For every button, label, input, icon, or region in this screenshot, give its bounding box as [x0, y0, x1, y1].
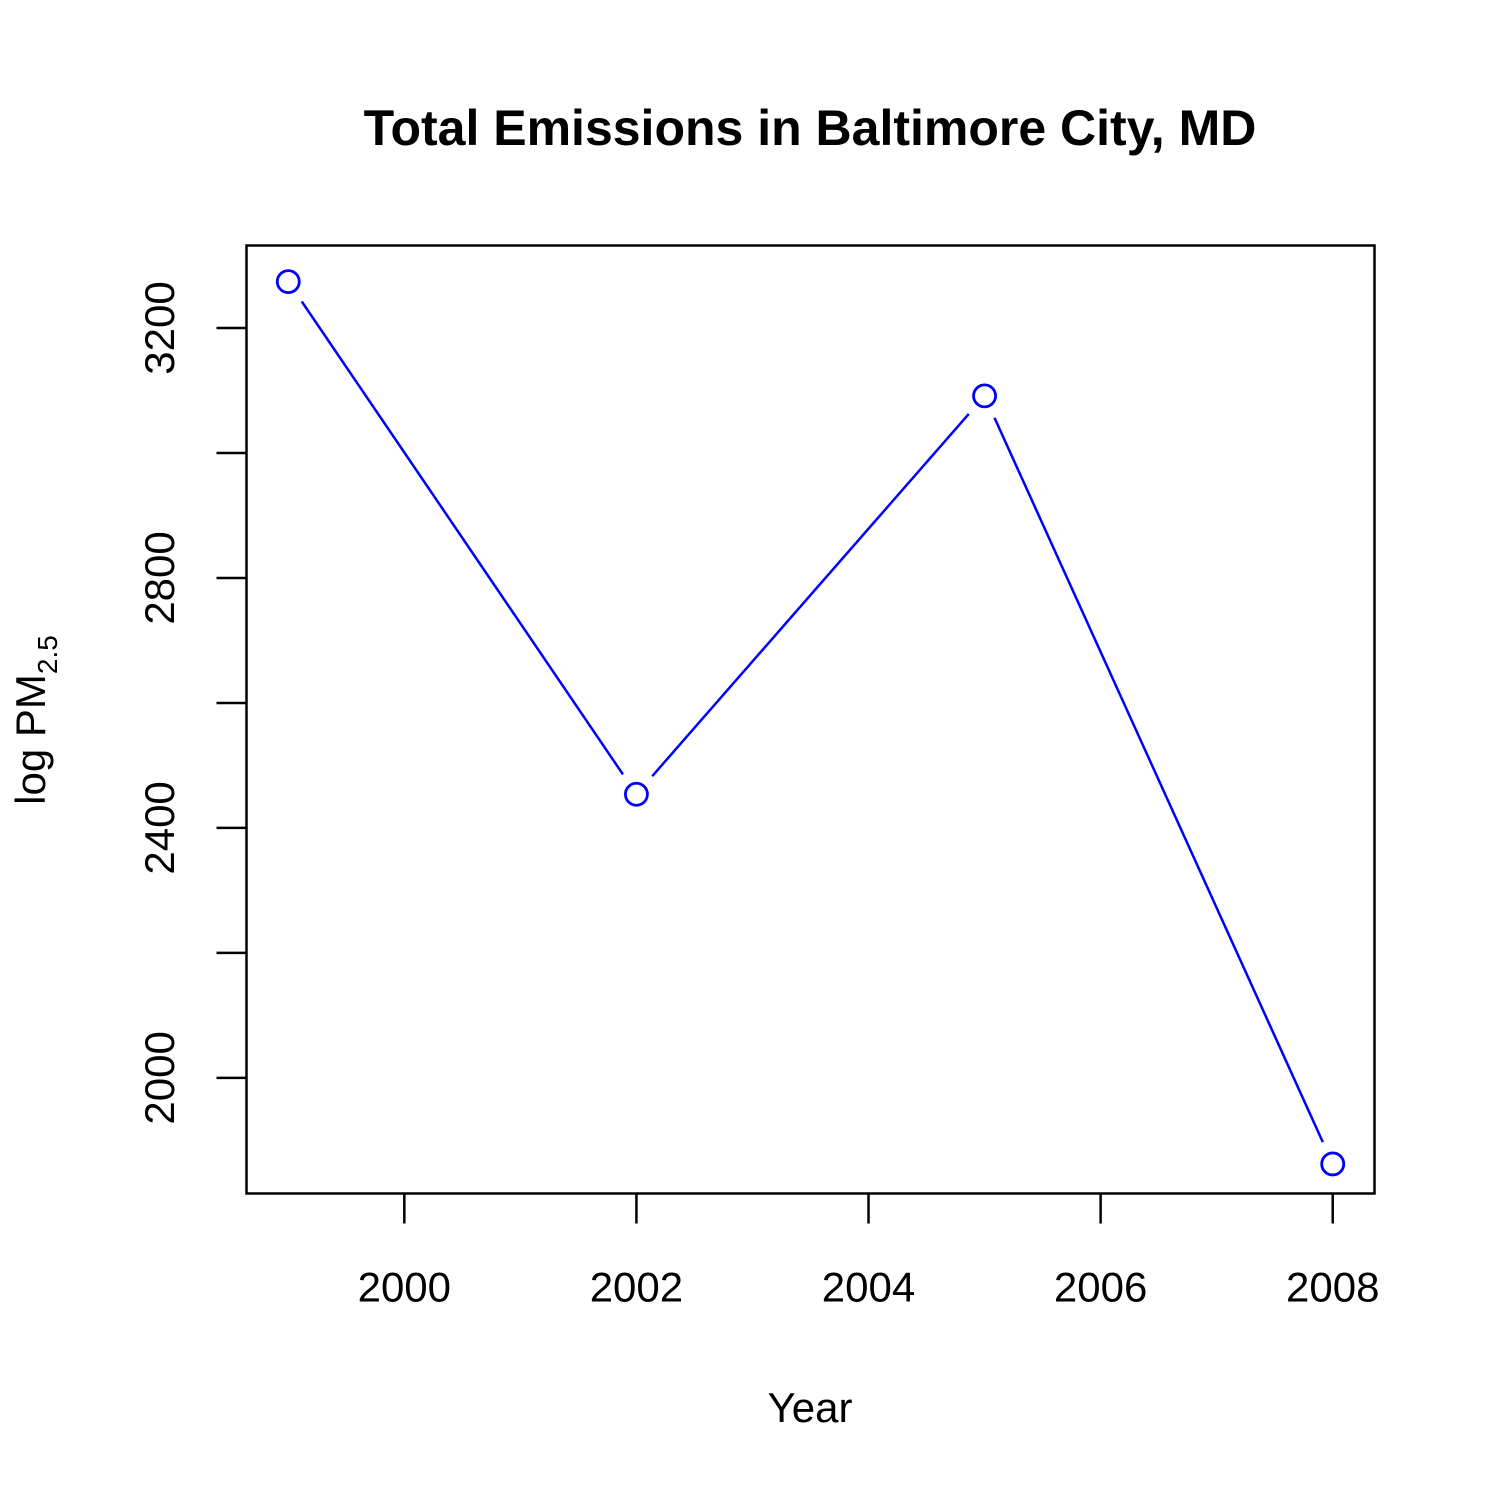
y-axis: 2000 2400 2800 3200: [136, 281, 247, 1125]
x-axis: 2000 2002 2004 2006 2008: [358, 1193, 1379, 1311]
y-axis-label: log PM2.5: [7, 635, 63, 805]
data-point-2002: [624, 781, 649, 807]
series-segment-1: [300, 300, 624, 776]
x-tick-label-2002: 2002: [590, 1264, 683, 1311]
y-tick-label-2400: 2400: [136, 781, 183, 874]
data-point-1999: [275, 269, 301, 295]
plot-frame: [245, 244, 1376, 1195]
y-tick-label-2800: 2800: [136, 531, 183, 624]
chart-title: Total Emissions in Baltimore City, MD: [364, 100, 1257, 156]
data-point-2008: [1320, 1151, 1346, 1177]
series-layer: [275, 269, 1346, 1177]
x-tick-label-2004: 2004: [822, 1264, 915, 1311]
series-segment-3: [993, 417, 1324, 1143]
series-segment-2: [651, 413, 970, 777]
x-axis-label: Year: [768, 1384, 853, 1431]
y-axis-label-subscript: 2.5: [32, 635, 63, 674]
y-tick-label-3200: 3200: [136, 281, 183, 374]
x-tick-label-2008: 2008: [1286, 1264, 1379, 1311]
y-axis-label-main: log PM: [7, 674, 54, 805]
data-point-2005: [972, 383, 997, 409]
x-tick-label-2000: 2000: [358, 1264, 451, 1311]
y-tick-label-2000: 2000: [136, 1031, 183, 1124]
x-tick-label-2006: 2006: [1054, 1264, 1147, 1311]
